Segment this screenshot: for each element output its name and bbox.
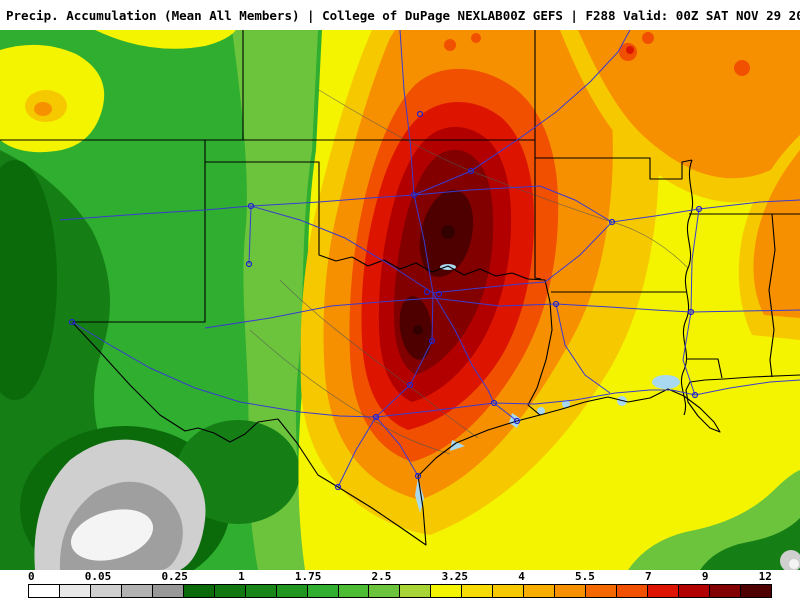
colorbar-segment [152,585,184,597]
texas-border [71,161,553,546]
colorbar-labels: 0 0.05 0.25 1 1.75 2.5 3.25 4 5.5 7 9 12 [28,571,772,583]
brazos-river [279,279,479,439]
colorbar-segment [183,585,215,597]
mississippi-alabama-border [768,213,776,378]
colorbar-tick-label: 12 [758,570,772,583]
colorbar-tick-label: 4 [518,570,525,583]
colorbar-segment [90,585,122,597]
highway-i49 [555,303,611,394]
city-marker [406,381,414,389]
colorbar-segment [29,585,60,597]
colorbar-segment [617,585,649,597]
arkansas-river [318,89,689,269]
colorbar-tick-label: 9 [701,570,709,583]
colorbar-segment [307,585,339,597]
colorbar-segment [709,585,741,597]
colorbar-tick-label: 1 [238,570,245,583]
highways [59,30,800,488]
colorbar-segment [431,585,463,597]
colorbar-tick-label: 1.75 [294,570,322,583]
highway-i27 [248,205,252,265]
colorbar-segment [121,585,153,597]
city-marker [423,288,431,296]
city-marker [552,300,560,308]
missouri-arkansas-border [535,157,693,180]
city-marker [513,417,521,425]
city-marker [414,472,422,480]
product-title: Precip. Accumulation (Mean All Members) … [6,7,503,23]
colorado-river [249,329,451,455]
colorbar-segment [586,585,618,597]
colorbar-segment [338,585,370,597]
highway-i55 [682,208,700,396]
colorbar-tick-label: 2.5 [371,570,392,583]
colorbar-segment [524,585,556,597]
colorbar-segment [400,585,432,597]
colorbar-tick-label: 3.25 [441,570,469,583]
highway-i44 [413,30,631,196]
map-area [0,30,800,570]
highway-i40 [59,185,800,223]
colorbar-segment [276,585,308,597]
colorbar-tick-label: 0.25 [161,570,188,583]
colorbar-segment [59,585,91,597]
city-marker [410,191,418,199]
city-marker [490,399,498,407]
colorbar-tick-label: 5.5 [575,570,595,583]
gulf-coast [539,374,800,433]
city-marker [428,337,436,345]
header-bar: Precip. Accumulation (Mean All Members) … [0,0,800,30]
colorbar-tick-label: 0.05 [84,570,112,583]
city-marker [334,483,342,491]
colorbar-segment [493,585,525,597]
highway-i20 [204,297,800,329]
colorbar-segment [679,585,710,597]
city-marker [691,391,699,399]
colorbar-segment [369,585,401,597]
city-marker [372,413,380,421]
precip-map-svg [0,30,800,570]
highway-i45 [432,292,518,422]
colorbar-segment [740,585,771,597]
city-marker [435,290,443,298]
highway-us287 [250,205,434,294]
city-marker [695,205,703,213]
city-marker [687,308,695,316]
city-markers [68,110,703,491]
colorbar-tick-label: 7 [645,570,652,583]
rivers [249,89,689,455]
city-marker [416,110,424,118]
colorbar-area: 0 0.05 0.25 1 1.75 2.5 3.25 4 5.5 7 9 12 [0,570,800,600]
highway-i37 [375,416,419,477]
state-borders [0,30,800,546]
colorbar-segment [555,585,587,597]
colorbar-segment [462,585,494,597]
colorbar-segments [28,584,772,598]
model-run-info: 00Z GEFS | F288 Valid: 00Z SAT NOV 29 20… [502,7,800,23]
city-marker [467,167,475,175]
highway-i30 [432,221,613,294]
colorbar-tick-label: 0 [28,570,35,583]
city-marker [247,202,255,210]
colorbar-segment [245,585,277,597]
mississippi-river [680,159,694,416]
colorbar-segment [648,585,680,597]
colorbar-segment [214,585,246,597]
city-marker [68,318,76,326]
city-marker [608,218,616,226]
city-marker [245,260,253,268]
oklahoma-arkansas-border [534,30,542,280]
